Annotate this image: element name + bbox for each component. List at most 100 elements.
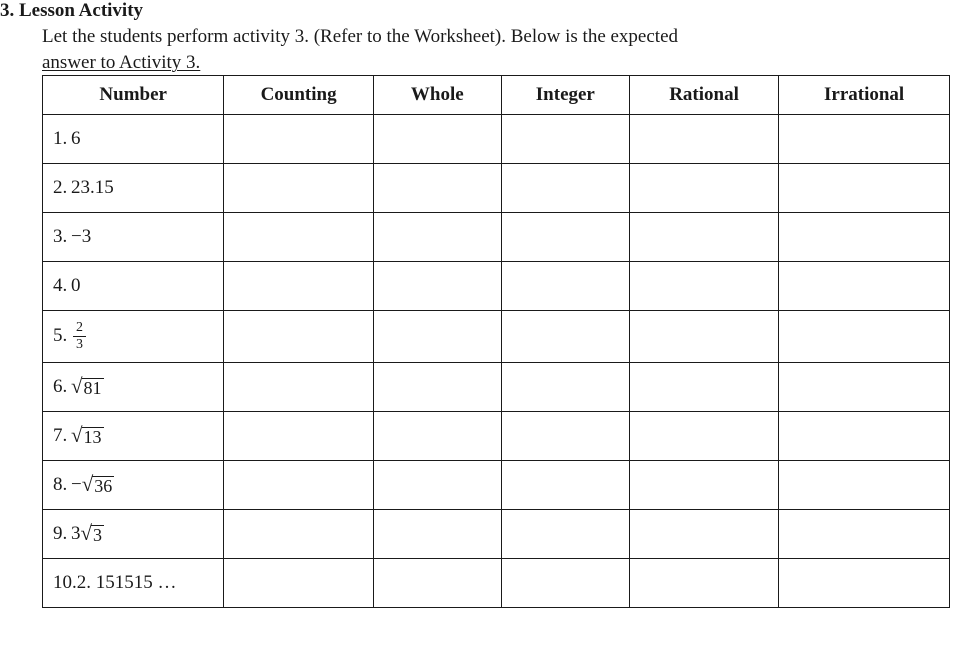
row-value: √13 <box>71 425 104 446</box>
number-cell: 7. √13 <box>43 412 224 461</box>
answer-cell-counting <box>224 311 373 363</box>
answer-cell-rational <box>629 559 778 608</box>
table-row: 1. 6 <box>43 115 950 164</box>
answer-cell-whole <box>373 510 501 559</box>
answer-cell-whole <box>373 115 501 164</box>
row-value: 23.15 <box>71 177 114 198</box>
number-cell: 1. 6 <box>43 115 224 164</box>
answer-cell-whole <box>373 412 501 461</box>
answer-cell-irrational <box>779 461 950 510</box>
answer-cell-whole <box>373 213 501 262</box>
row-index: 9. <box>53 523 71 545</box>
number-cell: 10. 2. 151515 … <box>43 559 224 608</box>
col-header-whole: Whole <box>373 76 501 115</box>
row-value: −3 <box>71 226 91 247</box>
heading-title: Lesson Activity <box>19 0 143 21</box>
answer-cell-integer <box>501 412 629 461</box>
answer-cell-integer <box>501 213 629 262</box>
answer-cell-irrational <box>779 510 950 559</box>
answer-cell-whole <box>373 461 501 510</box>
answer-cell-whole <box>373 311 501 363</box>
row-index: 3. <box>53 226 71 248</box>
intro-line-2: answer to Activity 3. <box>42 52 200 73</box>
table-row: 3. −3 <box>43 213 950 262</box>
answer-cell-irrational <box>779 115 950 164</box>
answer-cell-whole <box>373 363 501 412</box>
answer-cell-integer <box>501 311 629 363</box>
answer-cell-integer <box>501 115 629 164</box>
row-index: 4. <box>53 275 71 297</box>
heading-number: 3. <box>0 0 14 22</box>
answer-cell-integer <box>501 510 629 559</box>
answer-cell-irrational <box>779 363 950 412</box>
answer-cell-counting <box>224 461 373 510</box>
table-row: 6. √81 <box>43 363 950 412</box>
table-row: 10. 2. 151515 … <box>43 559 950 608</box>
table-row: 9. 3√3 <box>43 510 950 559</box>
row-index: 6. <box>53 376 71 398</box>
answer-cell-irrational <box>779 213 950 262</box>
row-value: √81 <box>71 376 104 397</box>
intro-paragraph: Let the students perform activity 3. (Re… <box>42 24 956 75</box>
answer-cell-counting <box>224 510 373 559</box>
answer-cell-rational <box>629 262 778 311</box>
answer-cell-irrational <box>779 412 950 461</box>
answer-cell-irrational <box>779 164 950 213</box>
row-value: 2. 151515 … <box>77 572 177 593</box>
answer-cell-counting <box>224 262 373 311</box>
table-row: 4. 0 <box>43 262 950 311</box>
answer-cell-integer <box>501 559 629 608</box>
col-header-number: Number <box>43 76 224 115</box>
answer-cell-rational <box>629 115 778 164</box>
intro-line-1: Let the students perform activity 3. (Re… <box>42 26 678 47</box>
number-cell: 5. 23 <box>43 311 224 363</box>
answer-cell-integer <box>501 262 629 311</box>
answer-cell-whole <box>373 559 501 608</box>
answer-cell-integer <box>501 164 629 213</box>
number-cell: 4. 0 <box>43 262 224 311</box>
answer-cell-irrational <box>779 262 950 311</box>
answer-cell-irrational <box>779 311 950 363</box>
answer-cell-whole <box>373 262 501 311</box>
answer-cell-rational <box>629 461 778 510</box>
answer-cell-rational <box>629 510 778 559</box>
answer-cell-counting <box>224 115 373 164</box>
section-heading: 3. Lesson Activity <box>0 0 956 22</box>
number-cell: 8. −√36 <box>43 461 224 510</box>
row-index: 10. <box>53 572 77 594</box>
col-header-integer: Integer <box>501 76 629 115</box>
answer-cell-rational <box>629 213 778 262</box>
answer-cell-counting <box>224 213 373 262</box>
answer-cell-whole <box>373 164 501 213</box>
number-cell: 2. 23.15 <box>43 164 224 213</box>
col-header-counting: Counting <box>224 76 373 115</box>
table-row: 2. 23.15 <box>43 164 950 213</box>
answer-cell-integer <box>501 461 629 510</box>
table-row: 8. −√36 <box>43 461 950 510</box>
number-cell: 3. −3 <box>43 213 224 262</box>
answer-cell-rational <box>629 412 778 461</box>
answer-cell-counting <box>224 559 373 608</box>
page-root: 3. Lesson Activity Let the students perf… <box>0 0 972 628</box>
answer-cell-irrational <box>779 559 950 608</box>
row-value: 6 <box>71 128 81 149</box>
number-cell: 6. √81 <box>43 363 224 412</box>
answer-cell-integer <box>501 363 629 412</box>
number-cell: 9. 3√3 <box>43 510 224 559</box>
row-index: 8. <box>53 474 71 496</box>
row-value: 0 <box>71 275 81 296</box>
row-index: 5. <box>53 325 71 347</box>
activity-table: Number Counting Whole Integer Rational I… <box>42 75 950 608</box>
answer-cell-rational <box>629 164 778 213</box>
answer-cell-counting <box>224 164 373 213</box>
row-index: 2. <box>53 177 71 199</box>
activity-table-head: Number Counting Whole Integer Rational I… <box>43 76 950 115</box>
col-header-rational: Rational <box>629 76 778 115</box>
table-row: 5. 23 <box>43 311 950 363</box>
answer-cell-counting <box>224 412 373 461</box>
row-value: −√36 <box>71 474 114 495</box>
col-header-irrational: Irrational <box>779 76 950 115</box>
answer-cell-counting <box>224 363 373 412</box>
row-index: 7. <box>53 425 71 447</box>
answer-cell-rational <box>629 311 778 363</box>
